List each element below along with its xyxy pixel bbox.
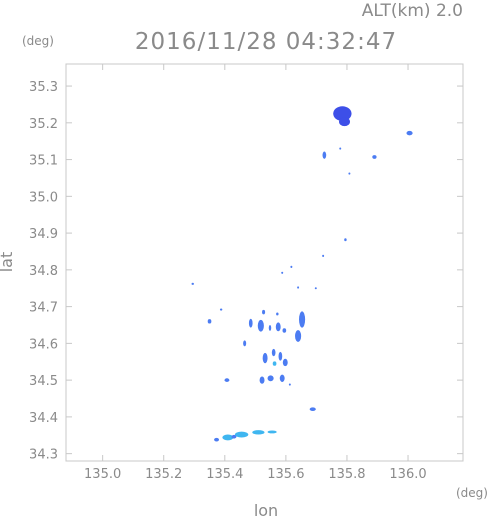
echo-point: [267, 375, 274, 382]
echo-point: [339, 147, 342, 150]
y-tick-label: 34.6: [29, 337, 58, 352]
echo-layer: [191, 106, 413, 442]
echo-point: [191, 282, 194, 285]
echo-point: [309, 407, 316, 412]
y-tick-label: 34.5: [29, 374, 58, 389]
y-axis-label: lat: [0, 252, 16, 273]
echo-point: [339, 117, 351, 127]
echo-point: [290, 265, 293, 269]
echo-point: [262, 309, 266, 315]
echo-point: [322, 254, 325, 257]
echo-point: [207, 319, 212, 324]
x-tick-label: 136.0: [389, 467, 426, 482]
y-tick-label: 34.7: [29, 301, 58, 316]
echo-point: [257, 319, 264, 332]
chart-title: 2016/11/28 04:32:47: [135, 29, 397, 55]
echo-point: [272, 361, 277, 366]
echo-point: [224, 378, 230, 382]
echo-point: [268, 324, 272, 331]
echo-point: [344, 238, 347, 242]
echo-point: [322, 151, 327, 159]
y-tick-label: 34.4: [29, 411, 58, 426]
echo-point: [219, 308, 223, 311]
echo-point: [372, 155, 377, 159]
plot-frame: [65, 63, 464, 462]
y-tick-label: 35.2: [29, 117, 58, 132]
x-unit-label: (deg): [456, 486, 488, 500]
echo-point: [288, 383, 291, 386]
echo-point: [243, 340, 247, 347]
echo-point: [299, 311, 306, 328]
tick-layer: 135.0 135.2 135.4 135.6 135.8 136.0 34.3 34.4 34…: [29, 64, 463, 482]
echo-point: [278, 351, 283, 361]
y-tick-label: 35.3: [29, 80, 58, 95]
echo-point: [275, 322, 281, 332]
altitude-label: ALT(km) 2.0: [362, 1, 463, 21]
echo-point: [281, 271, 284, 274]
y-unit-label: (deg): [22, 34, 54, 48]
echo-point: [252, 430, 265, 435]
x-tick-label: 135.8: [328, 467, 365, 482]
echo-point: [267, 430, 277, 434]
x-tick-label: 135.4: [206, 467, 243, 482]
echo-point: [271, 348, 276, 357]
echo-point: [348, 172, 351, 175]
echo-point: [222, 434, 234, 441]
echo-point: [276, 312, 279, 316]
y-tick-label: 35.1: [29, 154, 58, 169]
y-tick-label: 34.3: [29, 448, 58, 463]
echo-point: [297, 286, 300, 289]
echo-point: [214, 437, 219, 442]
echo-point: [262, 352, 268, 364]
echo-point: [234, 431, 249, 438]
echo-point: [282, 328, 287, 333]
echo-point: [231, 434, 237, 439]
y-tick-label: 34.8: [29, 264, 58, 279]
y-tick-label: 35.0: [29, 190, 58, 205]
x-tick-label: 135.0: [84, 467, 121, 482]
x-tick-label: 135.6: [267, 467, 304, 482]
echo-point: [279, 374, 285, 382]
x-axis-label: lon: [254, 501, 278, 520]
echo-point: [406, 130, 413, 136]
echo-point: [259, 376, 265, 384]
echo-point: [314, 287, 317, 290]
y-tick-label: 34.9: [29, 227, 58, 242]
echo-point: [248, 318, 253, 328]
echo-point: [282, 358, 288, 367]
echo-point: [295, 330, 302, 342]
x-tick-label: 135.2: [145, 467, 182, 482]
echo-point: [333, 106, 352, 121]
